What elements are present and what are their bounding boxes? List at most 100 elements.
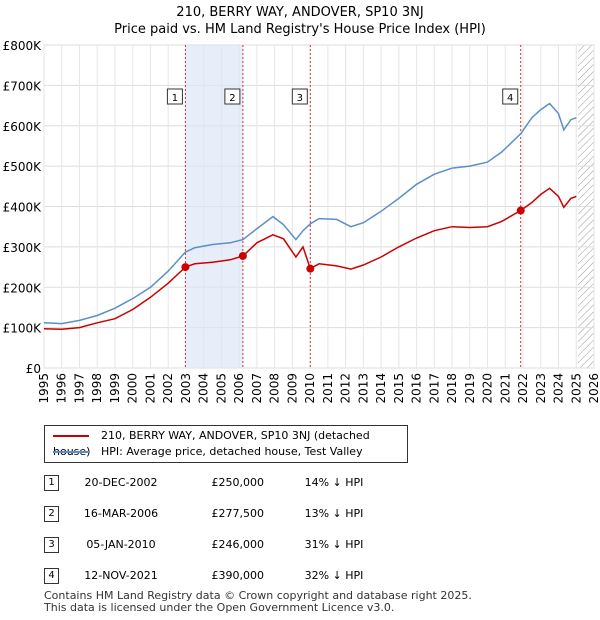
sale-number-badge: 2 — [44, 506, 59, 522]
sale-badge-number: 3 — [297, 93, 303, 104]
x-tick-label: 2001 — [143, 373, 157, 404]
x-tick-label: 2021 — [498, 373, 512, 404]
x-tick-label: 2009 — [285, 373, 299, 404]
y-tick-label: £400K — [3, 201, 43, 215]
sale-hpi-diff: 31% ↓ HPI — [304, 538, 364, 551]
legend-item-hpi: HPI: Average price, detached house, Test… — [53, 444, 363, 460]
sale-price: £246,000 — [211, 538, 265, 551]
x-tick-label: 2018 — [445, 373, 459, 404]
sale-number-badge: 3 — [44, 537, 59, 553]
sale-date: 12-NOV-2021 — [84, 569, 158, 582]
sale-date: 20-DEC-2002 — [84, 476, 158, 489]
x-axis: 1995 1996 1997 1998 1999 2000 2001 2002 2003 2004… — [37, 373, 600, 404]
x-tick-label: 1998 — [90, 373, 104, 404]
y-tick-label: £800K — [3, 39, 43, 53]
x-tick-label: 2020 — [481, 373, 495, 404]
sale-badge: 4 — [502, 88, 519, 105]
price-chart: £0 £100K £200K £300K £400K £500K £600K £700K £80… — [3, 39, 600, 404]
y-tick-label: £0 — [26, 362, 41, 376]
x-tick-label: 2019 — [463, 373, 477, 404]
x-tick-label: 2007 — [250, 373, 264, 404]
sale-badge-number: 2 — [229, 93, 235, 104]
chart-subtitle: Price paid vs. HM Land Registry's House … — [114, 22, 486, 37]
sale-date: 16-MAR-2006 — [83, 507, 159, 520]
x-tick-label: 2022 — [516, 373, 530, 404]
x-tick-label: 2000 — [126, 373, 140, 404]
sale-badges: 1 2 3 4 — [166, 88, 519, 105]
legend-label-hpi: HPI: Average price, detached house, Test… — [101, 445, 363, 458]
footer-copyright: Contains HM Land Registry data © Crown c… — [44, 589, 472, 602]
y-tick-label: £700K — [3, 79, 43, 93]
x-tick-label: 2003 — [179, 373, 193, 404]
x-tick-label: 2008 — [268, 373, 282, 404]
sale-point — [516, 206, 525, 215]
x-tick-label: 2014 — [374, 373, 388, 404]
sale-badge-box — [166, 88, 183, 105]
sale-number-badge: 1 — [44, 475, 59, 491]
sale-badge-box — [224, 88, 241, 105]
x-tick-label: 2012 — [339, 373, 353, 404]
hpi-line — [43, 102, 577, 325]
x-tick-label: 2026 — [587, 373, 600, 404]
sale-badge-box — [291, 88, 308, 105]
sale-date: 05-JAN-2010 — [86, 538, 156, 551]
sale-point — [238, 251, 247, 260]
x-tick-label: 2002 — [161, 373, 175, 404]
legend: 210, BERRY WAY, ANDOVER, SP10 3NJ (detac… — [44, 425, 408, 463]
x-tick-label: 1997 — [72, 373, 86, 404]
sale-points — [181, 206, 525, 273]
table-row: 2 16-MAR-2006 £277,500 13% ↓ HPI — [44, 504, 424, 524]
footer-licence: This data is licensed under the Open Gov… — [44, 601, 395, 614]
x-tick-label: 2017 — [427, 373, 441, 404]
y-tick-label: £600K — [3, 120, 43, 134]
y-tick-label: £200K — [3, 281, 43, 295]
x-tick-label: 2024 — [552, 373, 566, 404]
legend-swatch-hpi — [53, 451, 89, 453]
y-tick-label: £500K — [3, 160, 43, 174]
x-tick-label: 2013 — [356, 373, 370, 404]
footer: Contains HM Land Registry data © Crown c… — [44, 590, 472, 614]
sale-point — [181, 263, 190, 272]
sale-badge: 1 — [166, 88, 183, 105]
table-row: 1 20-DEC-2002 £250,000 14% ↓ HPI — [44, 473, 424, 493]
y-axis: £0 £100K £200K £300K £400K £500K £600K £700K £80… — [3, 39, 43, 376]
sale-badge: 3 — [291, 88, 308, 105]
x-tick-label: 2006 — [232, 373, 246, 404]
sale-badge-number: 1 — [172, 93, 178, 104]
sale-hpi-diff: 13% ↓ HPI — [304, 507, 364, 520]
legend-item-property: 210, BERRY WAY, ANDOVER, SP10 3NJ (detac… — [53, 428, 407, 458]
x-tick-label: 2015 — [392, 373, 406, 404]
legend-swatch-property — [53, 435, 89, 437]
sale-price: £277,500 — [211, 507, 265, 520]
property-price-line — [43, 187, 577, 330]
x-tick-label: 2025 — [569, 373, 583, 404]
series-lines — [43, 102, 577, 330]
sale-price: £390,000 — [211, 569, 265, 582]
chart-title: 210, BERRY WAY, ANDOVER, SP10 3NJ — [176, 5, 424, 20]
x-tick-label: 2010 — [303, 373, 317, 404]
x-tick-label: 1999 — [108, 373, 122, 404]
sale-number-badge: 4 — [44, 568, 59, 584]
gridlines — [43, 44, 595, 369]
y-tick-label: £100K — [3, 322, 43, 336]
sale-badge: 2 — [224, 88, 241, 105]
table-row: 3 05-JAN-2010 £246,000 31% ↓ HPI — [44, 535, 424, 555]
sale-hpi-diff: 32% ↓ HPI — [304, 569, 364, 582]
sale-point — [306, 264, 315, 273]
chart-title-block: 210, BERRY WAY, ANDOVER, SP10 3NJ Price … — [0, 4, 600, 38]
x-tick-label: 1995 — [37, 373, 51, 404]
x-tick-label: 2016 — [410, 373, 424, 404]
x-tick-label: 2023 — [534, 373, 548, 404]
sale-price: £250,000 — [211, 476, 265, 489]
y-tick-label: £300K — [3, 241, 43, 255]
sale-badge-number: 4 — [507, 93, 513, 104]
sale-badge-box — [502, 88, 519, 105]
sale-markers — [184, 45, 522, 368]
x-tick-label: 2011 — [321, 373, 335, 404]
x-tick-label: 1996 — [55, 373, 69, 404]
sale-hpi-diff: 14% ↓ HPI — [304, 476, 364, 489]
x-tick-label: 2004 — [197, 373, 211, 404]
legend-label-property: 210, BERRY WAY, ANDOVER, SP10 3NJ (detac… — [53, 429, 370, 458]
table-row: 4 12-NOV-2021 £390,000 32% ↓ HPI — [44, 566, 424, 586]
x-tick-label: 2005 — [214, 373, 228, 404]
